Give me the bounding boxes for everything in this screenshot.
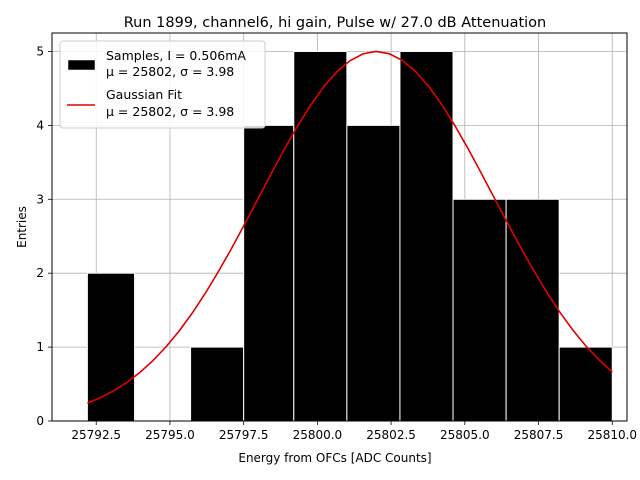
x-tick-label: 25805.0 [440,428,490,442]
x-axis-ticks: 25792.5 25795.0 25797.5 25800.0 25802.5 25805… [71,421,637,442]
histogram-bar [293,50,348,422]
y-tick-label: 0 [36,414,44,428]
histogram-bar [558,346,613,422]
legend-stats-samples: μ = 25802, σ = 3.98 [106,64,234,79]
x-tick-label: 25807.5 [514,428,564,442]
legend: Samples, I = 0.506mA μ = 25802, σ = 3.98… [59,40,266,129]
legend-swatch-samples [67,59,96,71]
histogram-bar [399,50,454,422]
histogram-bars [86,50,613,422]
x-tick-label: 25802.5 [366,428,416,442]
histogram-bar [346,124,401,422]
histogram-bar [452,198,507,422]
y-tick-label: 5 [36,44,44,58]
legend-label-fit: Gaussian Fit [106,87,182,102]
gaussian-fit-line [87,50,613,404]
y-tick-label: 2 [36,266,44,280]
histogram-bar [190,346,245,422]
chart-title: Run 1899, channel6, hi gain, Pulse w/ 27… [124,15,547,31]
plot-frame [51,32,628,422]
y-axis-ticks: 0 1 2 3 4 5 [36,44,52,428]
x-tick-label: 25810.0 [587,428,637,442]
x-axis-label: Energy from OFCs [ADC Counts] [238,451,431,465]
legend-label-samples: Samples, I = 0.506mA [106,48,246,63]
histogram-bar [505,198,560,422]
legend-frame [59,40,266,129]
legend-stats-fit: μ = 25802, σ = 3.98 [106,104,234,119]
y-tick-label: 4 [36,118,44,132]
x-tick-label: 25795.0 [145,428,195,442]
x-tick-label: 25797.5 [219,428,269,442]
x-tick-label: 25792.5 [71,428,121,442]
y-axis-label: Entries [15,206,29,248]
histogram-bar [86,272,136,422]
x-tick-label: 25800.0 [293,428,343,442]
histogram-bar [243,124,295,422]
y-tick-label: 1 [36,340,44,354]
y-tick-label: 3 [36,192,44,206]
